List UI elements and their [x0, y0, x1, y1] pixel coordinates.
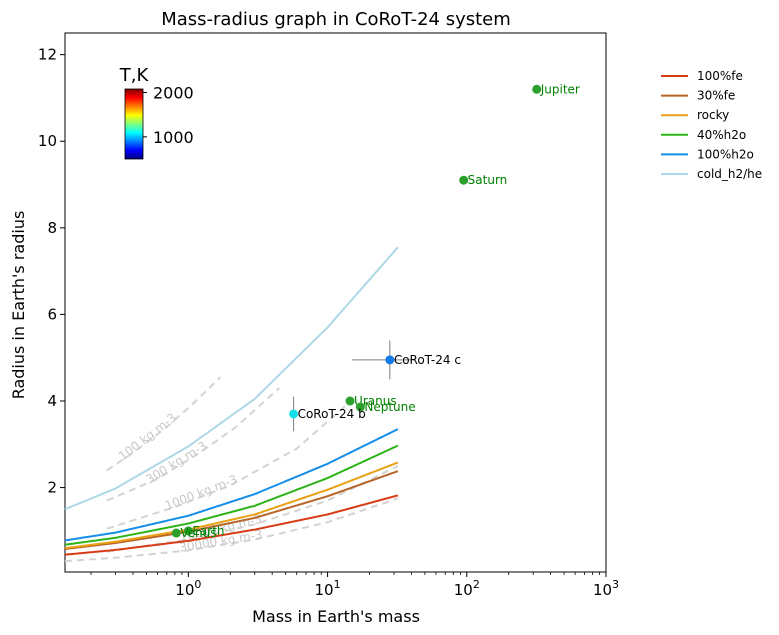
- y-axis-title: Radius in Earth's radius: [9, 211, 28, 400]
- planet-label-2: Uranus: [354, 394, 397, 408]
- density-contour-label-1: 300 kg m-3: [143, 438, 209, 486]
- density-contour-0: [106, 376, 222, 472]
- legend-label-3: 40%h2o: [697, 128, 746, 142]
- planet-label-3: Neptune: [364, 400, 415, 414]
- planet-marker-4: [183, 526, 193, 536]
- planet-marker-1: [459, 175, 469, 185]
- colorbar-title: T,K: [119, 65, 150, 86]
- series-line-4: [64, 428, 399, 542]
- planet-marker-3: [355, 402, 365, 412]
- colorbar-tick-label-1: 2000: [153, 84, 194, 103]
- planet-marker-0: [532, 84, 542, 94]
- density-contour-2: [106, 395, 357, 530]
- colorbar-gradient: [124, 88, 144, 160]
- series-line-2: [64, 461, 399, 550]
- series-line-5: [64, 246, 399, 511]
- series-line-0: [64, 494, 399, 556]
- planet-marker-5: [171, 528, 181, 538]
- y-tick-label-1: 4: [47, 392, 57, 410]
- planet-label-7: CoRoT-24 c: [394, 353, 461, 367]
- colorbar-tick-label-0: 1000: [153, 128, 194, 147]
- planet-marker-6: [289, 409, 299, 419]
- planet-label-1: Saturn: [468, 173, 508, 187]
- density-contour-4: [64, 497, 399, 563]
- y-tick-label-5: 12: [38, 46, 57, 64]
- legend-label-1: 30%fe: [697, 89, 735, 103]
- x-tick-label-0: 100: [175, 578, 201, 599]
- series-line-3: [64, 444, 399, 546]
- legend-label-0: 100%fe: [697, 69, 743, 83]
- x-tick-label-3: 103: [593, 578, 619, 599]
- legend-label-2: rocky: [697, 108, 729, 122]
- x-tick-label-1: 101: [315, 578, 341, 599]
- density-contour-label-2: 1000 kg m-3: [163, 472, 239, 513]
- planet-label-5: Venus: [180, 526, 216, 540]
- planet-label-0: Jupiter: [540, 82, 580, 96]
- planet-marker-7: [385, 355, 395, 365]
- density-contour-1: [106, 387, 281, 502]
- legend-label-5: cold_h2/he: [697, 167, 762, 181]
- y-tick-label-2: 6: [47, 305, 57, 323]
- plot-frame: [64, 32, 607, 573]
- legend: 100%fe 30%fe rocky 40%h2o 100%h2o cold_h2/he: [661, 69, 762, 181]
- series-line-1: [64, 470, 399, 551]
- temperature-colorbar: T,K 1000 2000: [119, 65, 194, 160]
- chart-title: Mass-radius graph in CoRoT-24 system: [161, 9, 511, 30]
- y-tick-label-4: 10: [38, 132, 57, 150]
- y-axis: 2 4 6 8 10 12: [38, 46, 65, 497]
- x-axis-title: Mass in Earth's mass: [252, 607, 420, 626]
- model-curves: [64, 246, 399, 556]
- y-tick-label-3: 8: [47, 219, 57, 237]
- planet-label-6: CoRoT-24 b: [298, 407, 366, 421]
- x-axis: 100 101 102 103: [90, 572, 619, 599]
- planet-marker-2: [345, 396, 355, 406]
- planet-label-4: Earth: [192, 524, 224, 538]
- legend-label-4: 100%h2o: [697, 147, 754, 161]
- x-tick-label-2: 102: [454, 578, 480, 599]
- y-tick-label-0: 2: [47, 479, 57, 497]
- density-contour-label-0: 100 kg m-3: [116, 410, 179, 463]
